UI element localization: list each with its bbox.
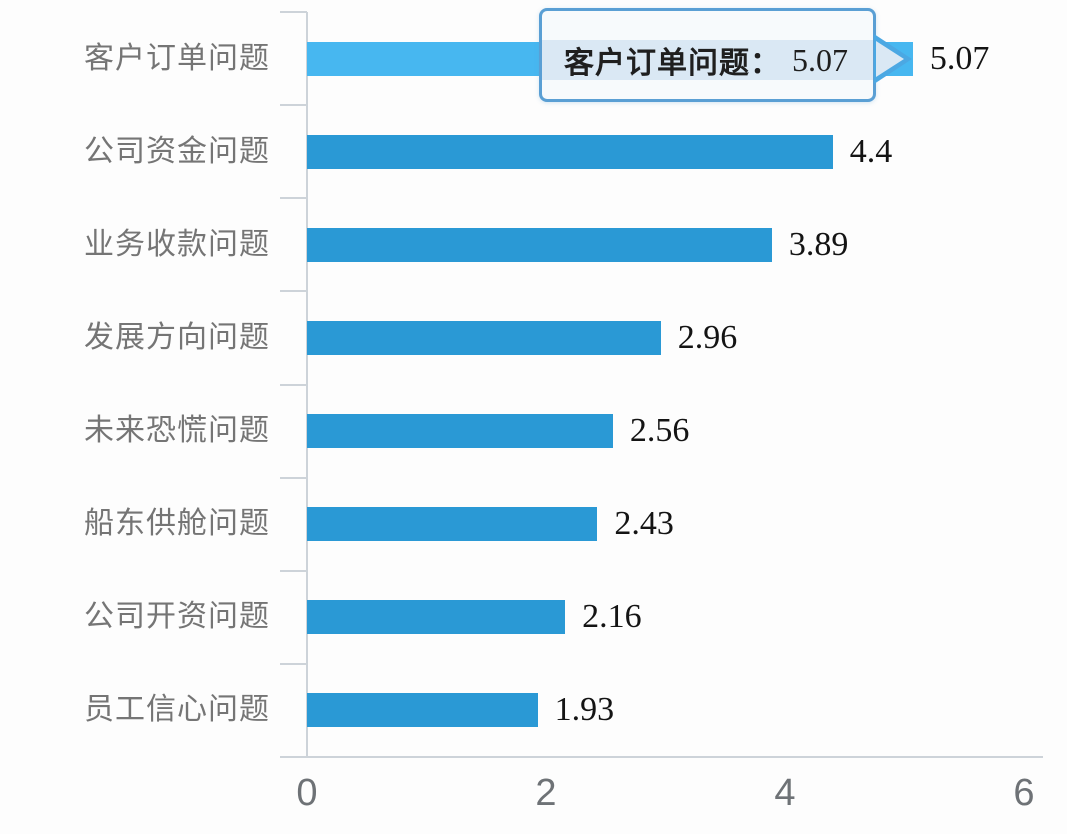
y-axis-tick (280, 11, 307, 13)
tooltip-highlight-band (542, 40, 873, 80)
x-axis-line (281, 756, 1043, 758)
category-label: 业务收款问题 (84, 227, 270, 261)
category-label: 公司开资问题 (84, 600, 270, 634)
tooltip: 客户订单问题： 5.07 (539, 8, 876, 102)
category-label: 员工信心问题 (84, 693, 270, 727)
category-label: 客户订单问题 (84, 41, 270, 75)
x-tick-label: 6 (1013, 772, 1035, 814)
value-label: 1.93 (554, 691, 615, 729)
bar-5[interactable] (307, 507, 598, 542)
value-label: 3.89 (788, 225, 849, 263)
tooltip-text: 客户订单问题： 5.07 (542, 40, 873, 81)
y-axis-tick (280, 476, 307, 479)
x-tick-label: 4 (774, 772, 796, 814)
value-label: 5.07 (929, 39, 990, 77)
y-axis-line (306, 12, 308, 758)
y-axis-tick (280, 756, 307, 758)
value-label: 2.43 (614, 505, 674, 543)
y-axis-tick (280, 662, 307, 665)
y-axis-tick (280, 197, 307, 200)
tooltip-value: 5.07 (792, 41, 848, 78)
value-label: 2.96 (677, 318, 738, 356)
y-axis-tick (280, 290, 307, 293)
y-axis-tick (280, 383, 307, 386)
bar-4[interactable] (307, 414, 613, 449)
bar-2[interactable] (307, 227, 772, 262)
category-label: 未来恐慌问题 (84, 414, 270, 448)
x-tick-label: 2 (535, 772, 557, 814)
x-tick-label: 0 (296, 772, 318, 814)
y-axis-tick (280, 569, 307, 572)
bar-7[interactable] (307, 693, 538, 728)
value-label: 2.16 (582, 598, 642, 636)
bar-3[interactable] (307, 320, 661, 355)
value-label: 4.4 (849, 132, 893, 170)
tooltip-series-label: 客户订单问题 (564, 47, 750, 80)
y-axis-tick (280, 104, 307, 107)
category-label: 发展方向问题 (84, 320, 270, 354)
category-label: 公司资金问题 (84, 134, 270, 168)
bar-1[interactable] (307, 134, 833, 169)
category-label: 船东供舱问题 (84, 507, 270, 541)
tooltip-separator: ： (750, 47, 780, 80)
bar-6[interactable] (307, 600, 566, 635)
value-label: 2.56 (629, 412, 690, 450)
